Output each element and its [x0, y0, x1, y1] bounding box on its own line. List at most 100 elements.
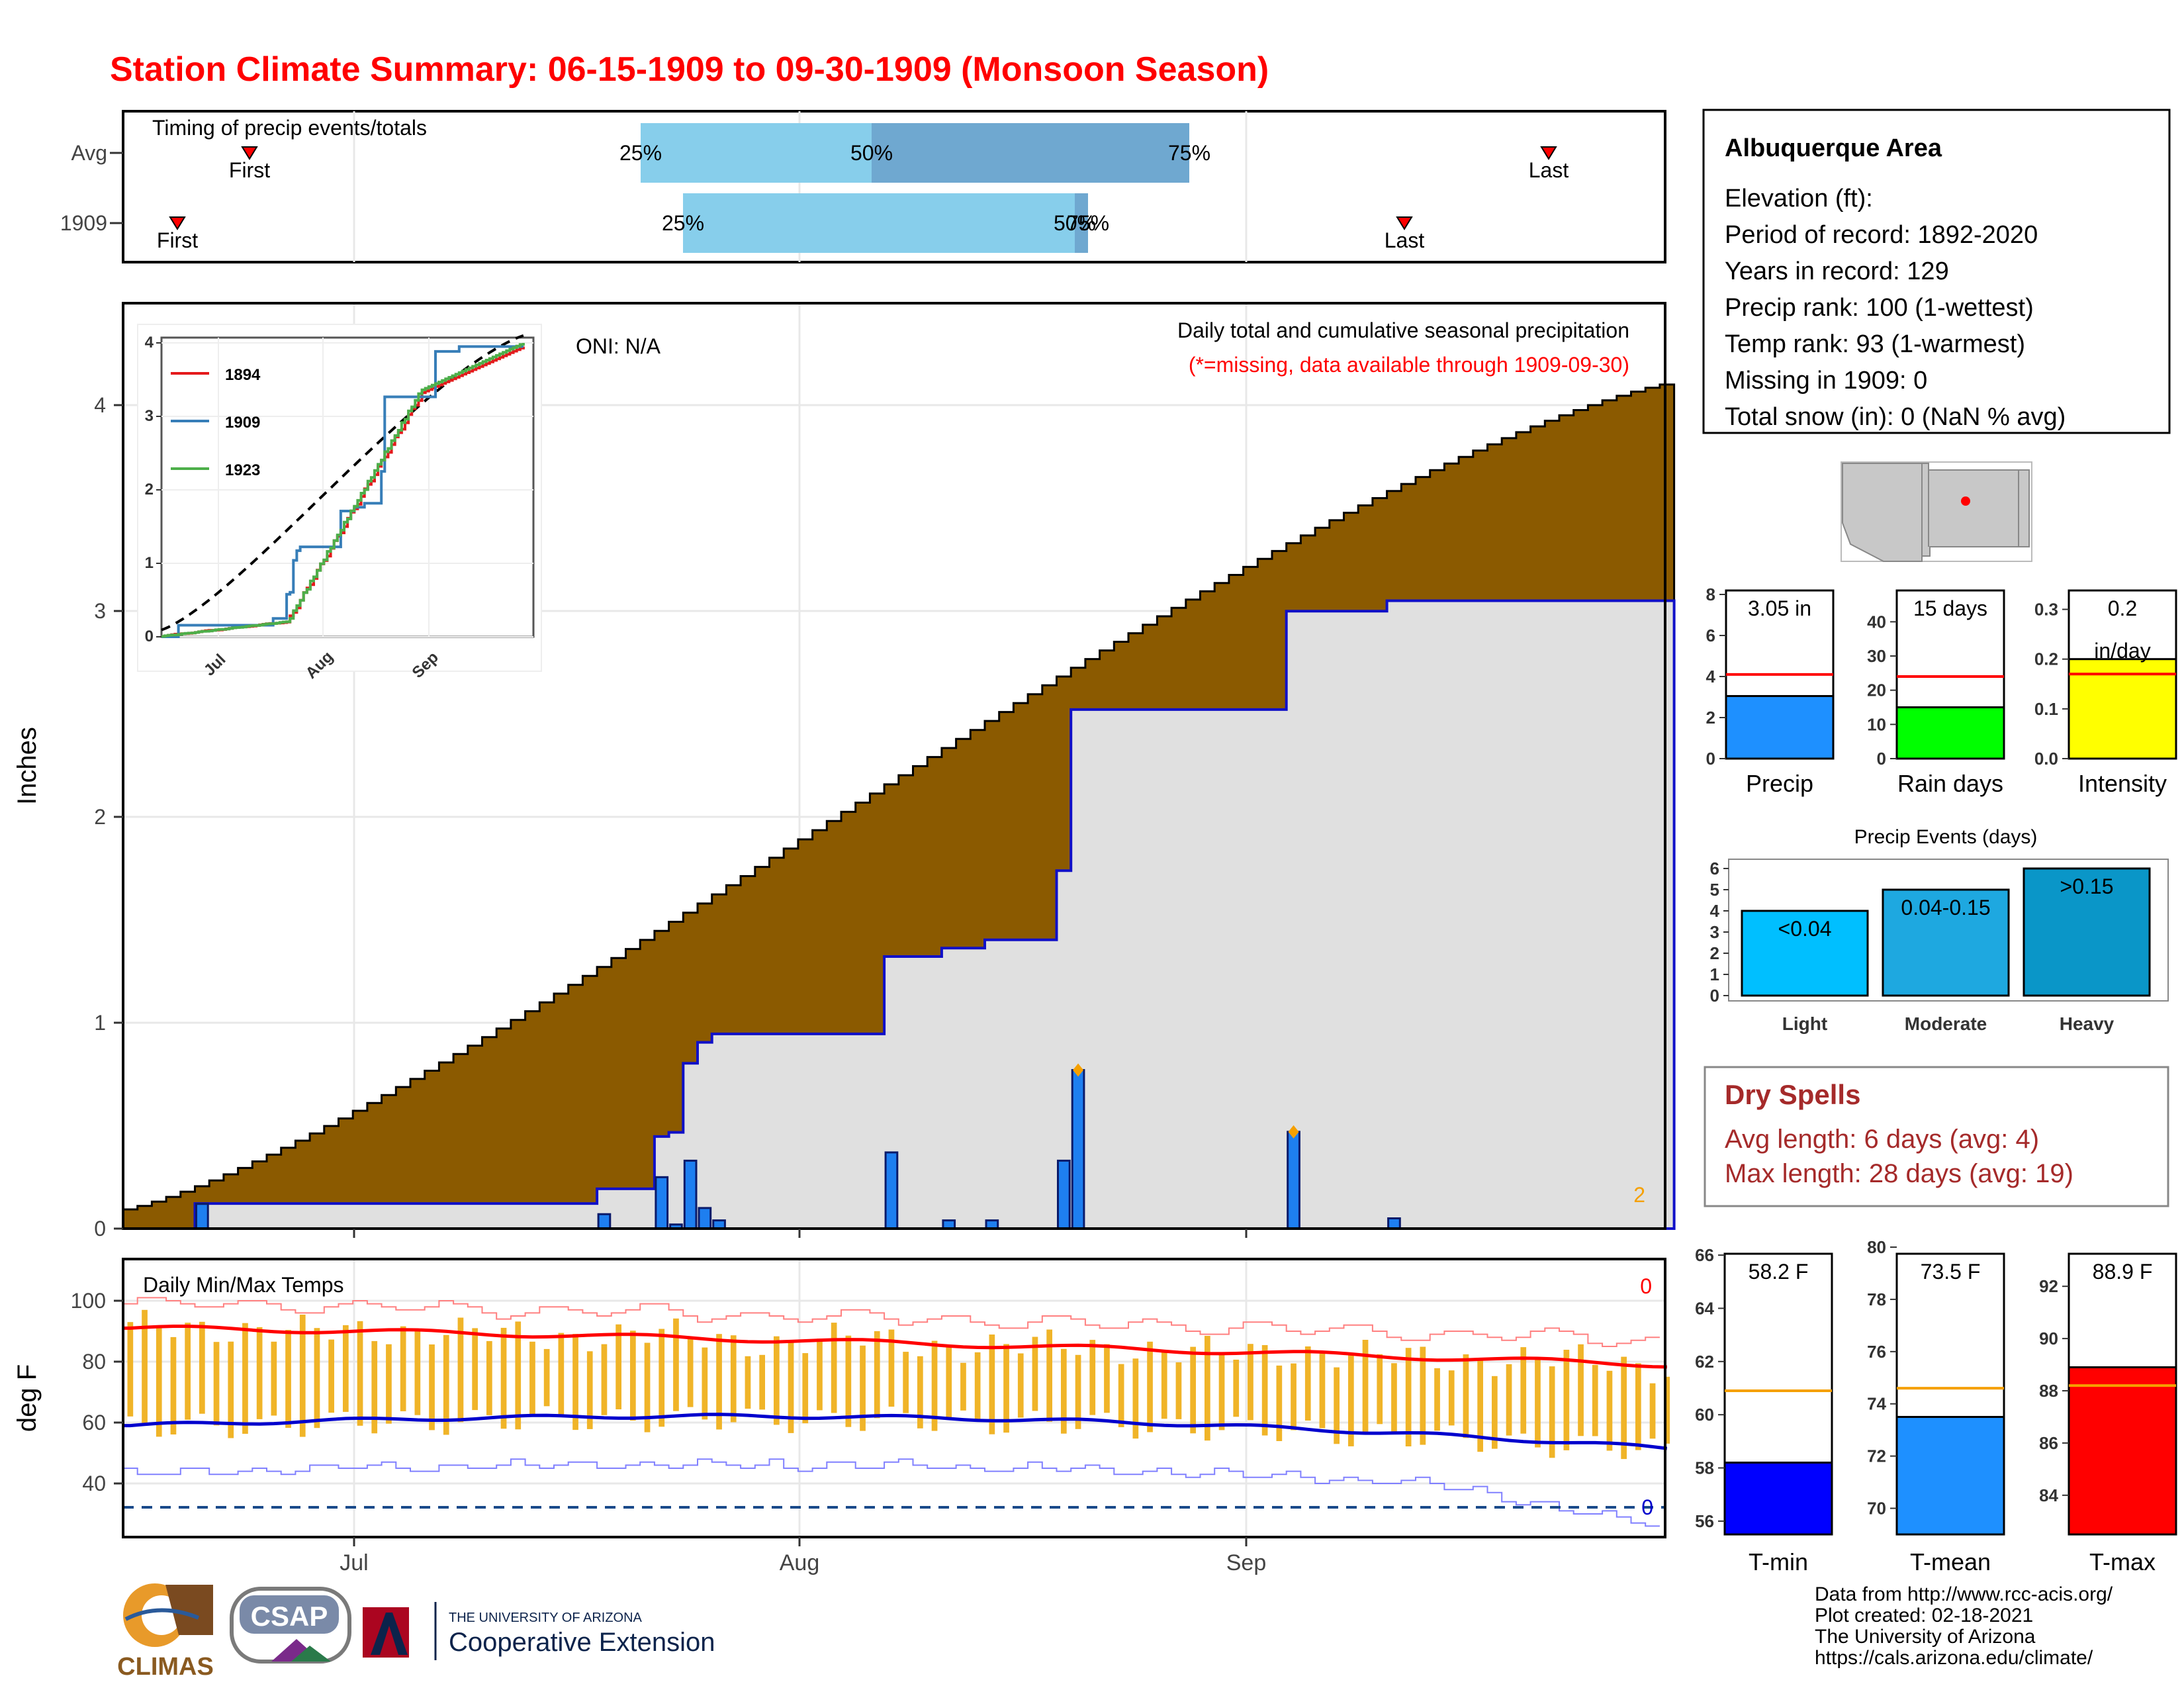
mini-chart-intensity: 0.0 0.1 0.2 0.3 0.2 in/day Intensity [2034, 589, 2177, 797]
events-ytick: 2 [1710, 943, 1719, 963]
temp-ytick: 80 [82, 1350, 106, 1374]
precip-bar [698, 1207, 712, 1230]
temp-range-bar [543, 1348, 550, 1407]
precip-ytick: 0 [94, 1217, 106, 1241]
temp-summary-name: T-mean [1910, 1548, 1991, 1575]
temp-range-bar [716, 1334, 722, 1430]
precip-ylabel: Inches [13, 727, 42, 805]
inset-ytick: 1 [145, 554, 154, 572]
temp-ytick: 40 [82, 1472, 106, 1495]
temp-summary-bar [2068, 1366, 2177, 1536]
temp-range-bar [1492, 1376, 1498, 1449]
temp-range-bar [1563, 1350, 1570, 1450]
precip-ytick: 4 [94, 393, 106, 417]
events-ytick: 0 [1710, 986, 1719, 1006]
extreme-precip-marker [1073, 1063, 1084, 1077]
temp-range-bar [156, 1326, 162, 1437]
temp-range-bar [586, 1351, 593, 1429]
temp-range-bar [1276, 1365, 1283, 1441]
temp-range-bar [1635, 1363, 1641, 1450]
temp-range-bar [1304, 1346, 1311, 1421]
temp-range-bar [960, 1362, 966, 1411]
ua-line1: THE UNIVERSITY OF ARIZONA [449, 1611, 643, 1625]
precip-y-axis: 0 1 2 3 4 Inches [13, 393, 1248, 1241]
station-info-box: Albuquerque Area Elevation (ft): Period … [1702, 109, 2171, 434]
events-bar-moderate [1882, 888, 2010, 997]
temp-range-bar [1334, 1367, 1340, 1444]
temp-range-bar [1621, 1356, 1627, 1460]
temp-range-bar [702, 1347, 708, 1420]
timing-avg-p50: 50% [850, 141, 893, 165]
events-ytick: 3 [1710, 922, 1719, 942]
temp-range-bar [687, 1336, 694, 1407]
temp-summary-t-max: 84 86 88 90 92 88.9 F T-max [2039, 1252, 2177, 1575]
oni-label: ONI: N/A [576, 334, 661, 358]
dry-spells-max: Max length: 28 days (avg: 19) [1725, 1159, 2073, 1188]
temp-range-bar [328, 1339, 334, 1413]
summary-bar-charts: 0 2 4 6 8 3.05 in Precip 0 10 20 30 40 15 days Rain d… [1706, 585, 2177, 797]
temp-summary-ytick: 90 [2039, 1329, 2058, 1348]
timing-1909-q2 [1075, 193, 1088, 253]
temp-range-bar [974, 1352, 981, 1421]
events-cat-light: Light [1782, 1013, 1827, 1034]
temp-summary-bar [1723, 1462, 1833, 1536]
temp-range-bar [142, 1309, 148, 1425]
record-min-line [123, 1458, 1660, 1527]
temp-range-bar [774, 1336, 780, 1425]
precip-bar [884, 1151, 899, 1230]
temp-range-bar [228, 1341, 234, 1438]
temp-ytick: 60 [82, 1411, 106, 1434]
mini-ytick: 2 [1706, 708, 1715, 727]
temp-range-bar [1118, 1364, 1124, 1427]
temp-range-bar [199, 1321, 205, 1414]
timing-1909-first-label: First [157, 228, 198, 252]
timing-panel: Timing of precip events/totals Avg 25% 5… [60, 110, 1666, 263]
temp-range-bar [414, 1329, 421, 1415]
temp-summary-name: T-max [2089, 1548, 2156, 1575]
mini-ytick: 0 [1706, 749, 1715, 769]
temp-xtick-aug: Aug [780, 1550, 820, 1575]
mini-ytick: 40 [1867, 612, 1886, 632]
mini-chart-precip: 0 2 4 6 8 3.05 in Precip [1706, 585, 1835, 797]
mini-ytick: 4 [1706, 667, 1716, 686]
precip-bar [1387, 1217, 1401, 1230]
temp-count-hi: 0 [1640, 1274, 1652, 1298]
temp-range-bar [185, 1323, 191, 1420]
temp-summary-value: 58.2 F [1749, 1260, 1809, 1284]
timing-label: Timing of precip events/totals [152, 116, 427, 140]
temp-range-bar [1147, 1341, 1153, 1432]
temp-range-bar [802, 1353, 809, 1424]
inset-series-1923 [161, 343, 525, 638]
mini-chart-rain-days: 0 10 20 30 40 15 days Rain days [1867, 589, 2005, 797]
temp-range-bar [788, 1340, 794, 1433]
temp-range-bar [271, 1341, 277, 1416]
precip-bar [1057, 1159, 1071, 1230]
timing-1909-q1 [683, 193, 1075, 253]
footer-line: Plot created: 02-18-2021 [1815, 1605, 2033, 1626]
mini-value-label: 3.05 in [1748, 596, 1811, 620]
temp-range-bar [1319, 1353, 1326, 1429]
precip-bar [597, 1213, 612, 1230]
temp-summary-value: 73.5 F [1921, 1260, 1981, 1284]
temp-range-bar [1046, 1329, 1052, 1422]
mini-bar-value [1895, 706, 2005, 760]
temp-range-bar [529, 1341, 535, 1415]
timing-avg-last-marker [1540, 146, 1557, 160]
temp-range-bar [1448, 1370, 1455, 1426]
inset-ytick: 0 [145, 628, 154, 645]
temp-range-bar [486, 1340, 492, 1415]
temp-range-bar [730, 1335, 737, 1423]
precip-panel-title: Daily total and cumulative seasonal prec… [1177, 318, 1629, 342]
footer-line: Data from http://www.rcc-acis.org/ [1815, 1583, 2113, 1605]
info-line: Temp rank: 93 (1-warmest) [1725, 330, 2025, 358]
daily-precip-bars [195, 1063, 1401, 1230]
temp-range-bar [946, 1346, 952, 1419]
mini-ytick: 8 [1706, 585, 1715, 604]
precip-bar [195, 1203, 209, 1230]
mini-bar-value [2068, 658, 2177, 760]
temp-range-bar [1405, 1348, 1412, 1446]
temp-range-bar [1664, 1376, 1670, 1444]
events-bar-label: 0.04-0.15 [1901, 896, 1990, 919]
precip-x-axis: Jul [340, 1239, 368, 1264]
temp-range-bar [1205, 1336, 1210, 1441]
